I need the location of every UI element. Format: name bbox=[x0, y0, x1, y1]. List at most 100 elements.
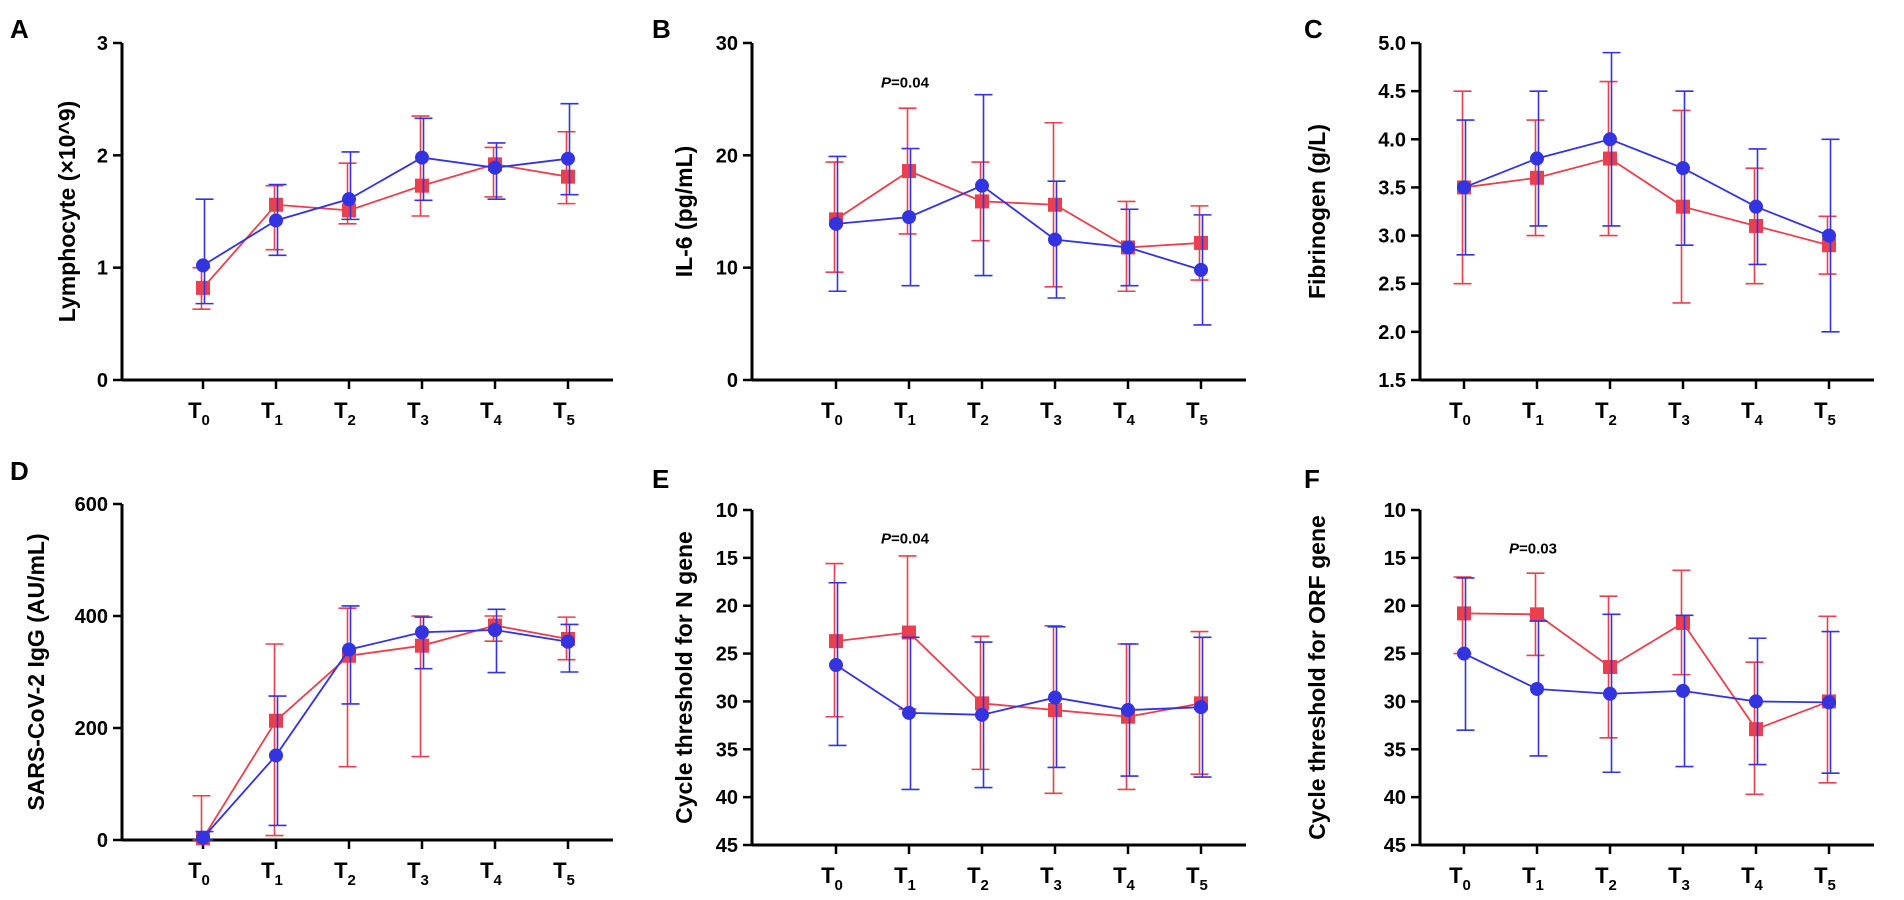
panel-b: B IL-6 (pg/mL) 0 10 20 30 T0 T1 T2 T3 T4 T5 P=0.04 bbox=[652, 14, 1246, 429]
x-tick-label: T4 bbox=[1113, 863, 1135, 894]
y-tick-label: 0 bbox=[97, 370, 108, 392]
series-line bbox=[835, 664, 1202, 716]
y-tick-label: 20 bbox=[716, 145, 738, 167]
series-line bbox=[202, 624, 569, 839]
y-axis-label: Cycle threshold for N gene bbox=[671, 531, 697, 824]
data-point-square bbox=[1676, 615, 1690, 630]
y-tick-label: 25 bbox=[1384, 644, 1406, 666]
panel-a: A Lymphocyte (×10^9) 0 1 2 3 T0 T1 T2 T3 T4 T5 bbox=[10, 14, 613, 429]
data-point-square bbox=[975, 194, 989, 209]
data-point-square bbox=[1603, 659, 1617, 674]
data-point-circle bbox=[1530, 681, 1544, 696]
x-tick-label: T0 bbox=[188, 858, 210, 889]
data-point-square bbox=[1194, 235, 1208, 250]
y-tick-label: 20 bbox=[1384, 596, 1406, 618]
x-tick-label: T4 bbox=[1741, 398, 1763, 429]
x-tick-label: T3 bbox=[1668, 398, 1690, 429]
data-point-square bbox=[269, 197, 283, 212]
data-point-circle bbox=[415, 150, 429, 165]
y-tick-label: 10 bbox=[716, 500, 738, 522]
series-line bbox=[835, 184, 1202, 271]
data-point-circle bbox=[196, 830, 210, 845]
series-red-squares bbox=[192, 115, 576, 311]
x-tick-label: T5 bbox=[1186, 398, 1208, 429]
data-point-circle bbox=[1749, 199, 1763, 214]
data-point-square bbox=[1749, 722, 1763, 737]
series-line bbox=[1463, 157, 1830, 247]
x-tick-label: T0 bbox=[1449, 398, 1471, 429]
panel-letter: F bbox=[1304, 464, 1320, 494]
x-tick-label: T0 bbox=[821, 398, 843, 429]
p-value-annotation: P=0.04 bbox=[881, 531, 930, 548]
data-point-circle bbox=[1822, 695, 1836, 710]
data-point-circle bbox=[829, 216, 843, 231]
panel-e: E Cycle threshold for N gene 10 15 20 25 30 35 4… bbox=[652, 464, 1246, 894]
x-tick-label: T0 bbox=[1449, 863, 1471, 894]
data-point-circle bbox=[561, 634, 575, 649]
data-point-circle bbox=[269, 748, 283, 763]
series-line bbox=[835, 631, 1202, 718]
x-tick-label: T4 bbox=[480, 858, 502, 889]
y-tick-label: 600 bbox=[75, 494, 108, 516]
y-tick-label: 10 bbox=[716, 258, 738, 280]
data-point-circle bbox=[1194, 700, 1208, 715]
p-value-annotation: P=0.03 bbox=[1509, 540, 1557, 557]
data-point-circle bbox=[342, 192, 356, 207]
x-tick-label: T3 bbox=[407, 858, 429, 889]
y-tick-label: 3.5 bbox=[1378, 177, 1406, 199]
y-tick-label: 25 bbox=[716, 644, 738, 666]
x-tick-label: T2 bbox=[334, 858, 356, 889]
x-tick-label: T4 bbox=[1113, 398, 1135, 429]
data-point-circle bbox=[1603, 132, 1617, 147]
x-tick-label: T0 bbox=[188, 398, 210, 429]
data-point-circle bbox=[561, 151, 575, 166]
y-tick-label: 45 bbox=[1384, 835, 1406, 857]
x-tick-label: T2 bbox=[967, 863, 989, 894]
y-tick-label: 30 bbox=[716, 691, 738, 713]
series-red-squares bbox=[1453, 80, 1837, 304]
data-point-circle bbox=[975, 707, 989, 722]
y-axis-label: IL-6 (pg/mL) bbox=[671, 146, 697, 278]
y-tick-label: 5.0 bbox=[1378, 33, 1406, 55]
y-tick-label: 20 bbox=[716, 596, 738, 618]
data-point-square bbox=[1048, 703, 1062, 718]
p-value-annotation: P=0.04 bbox=[881, 74, 930, 91]
data-point-circle bbox=[1749, 694, 1763, 709]
y-tick-label: 1.5 bbox=[1378, 370, 1406, 392]
data-point-circle bbox=[902, 705, 916, 720]
series-blue-circles bbox=[195, 102, 579, 305]
panel-letter: C bbox=[1304, 14, 1323, 44]
data-point-circle bbox=[196, 258, 210, 273]
x-tick-label: T2 bbox=[1595, 398, 1617, 429]
y-tick-label: 35 bbox=[1384, 739, 1406, 761]
x-tick-label: T5 bbox=[1814, 398, 1836, 429]
x-tick-label: T2 bbox=[967, 398, 989, 429]
data-point-circle bbox=[1676, 683, 1690, 698]
panel-c: C Fibrinogen (g/L) 1.5 2.0 2.5 3.0 3.5 4.0 4.5 5.… bbox=[1304, 14, 1874, 429]
y-tick-label: 200 bbox=[75, 718, 108, 740]
series-red-squares bbox=[825, 107, 1209, 293]
data-point-square bbox=[975, 696, 989, 711]
series-line bbox=[1463, 612, 1830, 731]
y-tick-label: 3 bbox=[97, 33, 108, 55]
data-point-square bbox=[1457, 606, 1471, 621]
data-point-square bbox=[1676, 199, 1690, 214]
data-point-square bbox=[269, 713, 283, 728]
data-point-square bbox=[196, 280, 210, 295]
y-axis-label: SARS-CoV-2 IgG (AU/mL) bbox=[23, 533, 49, 810]
x-tick-label: T3 bbox=[407, 398, 429, 429]
x-tick-label: T1 bbox=[261, 858, 283, 889]
x-tick-label: T0 bbox=[821, 863, 843, 894]
data-point-circle bbox=[1457, 646, 1471, 661]
series-blue-circles bbox=[1456, 51, 1840, 333]
series-line bbox=[202, 156, 569, 267]
series-line bbox=[1463, 138, 1830, 237]
data-point-circle bbox=[269, 213, 283, 228]
x-tick-label: T4 bbox=[1741, 863, 1763, 894]
x-tick-label: T3 bbox=[1668, 863, 1690, 894]
data-point-square bbox=[415, 638, 429, 653]
data-point-circle bbox=[1603, 686, 1617, 701]
x-tick-label: T5 bbox=[1186, 863, 1208, 894]
y-tick-label: 40 bbox=[1384, 787, 1406, 809]
data-point-circle bbox=[1048, 690, 1062, 705]
